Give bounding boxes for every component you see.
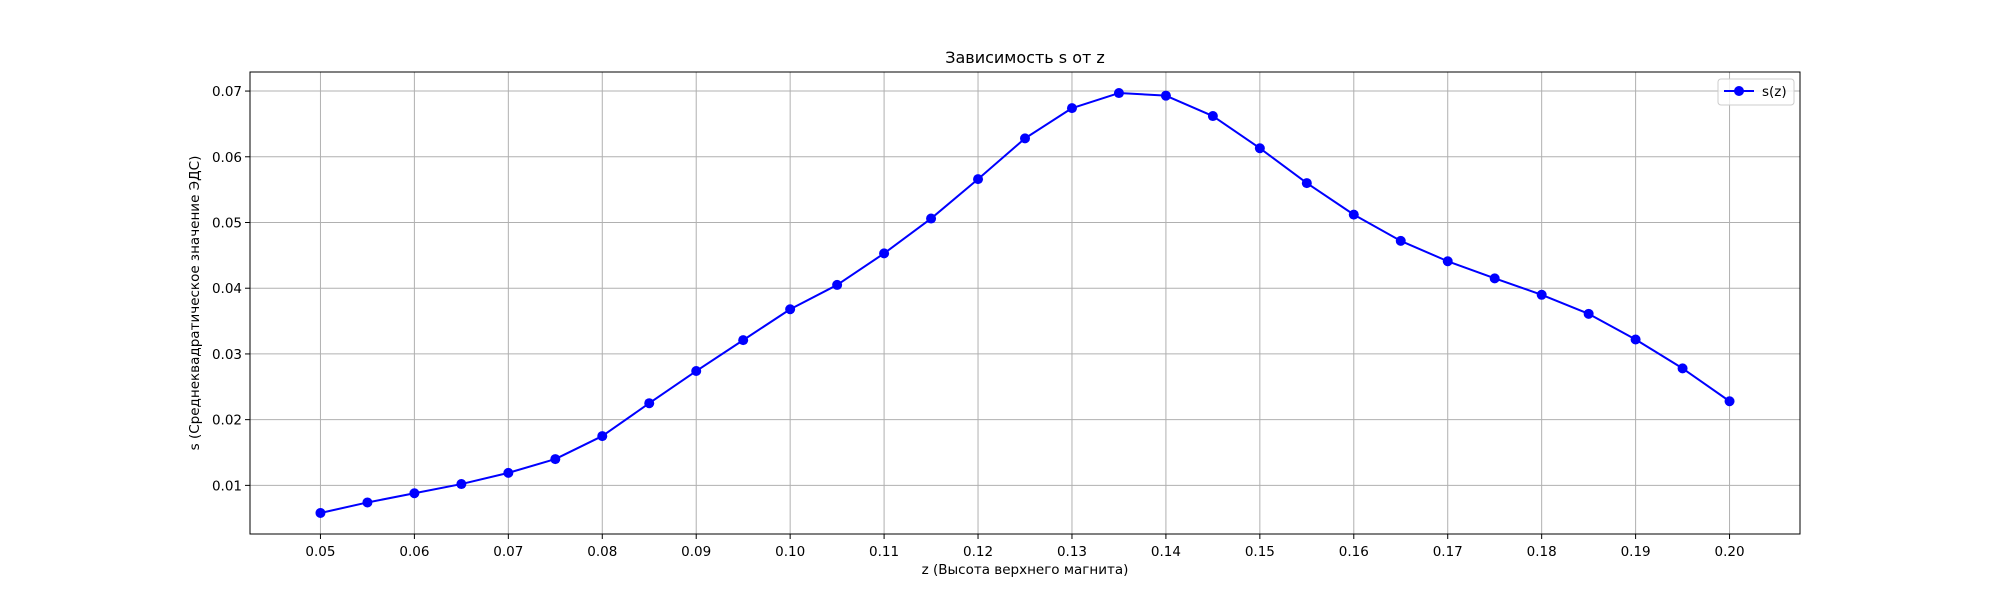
y-tick-label: 0.03 [212, 347, 242, 363]
data-point [644, 398, 655, 409]
data-point [362, 497, 373, 508]
data-point [832, 279, 843, 290]
legend: s(z) [1717, 78, 1795, 106]
x-tick-label: 0.12 [963, 544, 993, 560]
x-tick-label: 0.06 [399, 544, 429, 560]
data-point [1583, 308, 1594, 319]
data-point [1066, 103, 1077, 114]
data-point [1536, 289, 1547, 300]
data-point [1677, 363, 1688, 374]
y-tick-label: 0.04 [212, 281, 242, 297]
data-point [1207, 111, 1218, 122]
data-point [1113, 88, 1124, 99]
chart-title: Зависимость s от z [945, 48, 1105, 67]
data-point [691, 366, 702, 377]
x-axis-label: z (Высота верхнего магнита) [922, 562, 1129, 578]
data-point [1020, 133, 1030, 144]
data-point [1442, 256, 1453, 267]
x-tick-label: 0.16 [1339, 544, 1369, 560]
data-point [550, 454, 561, 465]
data-point [879, 248, 890, 259]
y-axis-label: s (Среднеквадратическое значение ЭДС) [187, 156, 203, 451]
data-point [503, 467, 514, 478]
series-layer [315, 88, 1735, 518]
legend-marker [1734, 86, 1744, 96]
data-point [456, 479, 467, 490]
data-point [1630, 334, 1641, 345]
data-point [785, 304, 796, 315]
x-tick-label: 0.08 [587, 544, 617, 560]
data-point [1489, 273, 1500, 284]
legend-box [1717, 78, 1795, 106]
x-tick-label: 0.09 [681, 544, 711, 560]
series-line [320, 92, 1731, 514]
x-tick-label: 0.19 [1621, 544, 1651, 560]
data-point [1160, 90, 1171, 101]
x-tick-label: 0.14 [1151, 544, 1181, 560]
data-point [926, 213, 937, 224]
y-tick-label: 0.05 [212, 215, 242, 231]
x-tick-label: 0.11 [869, 544, 899, 560]
x-axis: 0.05 0.06 0.07 0.08 0.09 0.10 0.11 0.12 0.13 0.14… [305, 534, 1745, 560]
x-tick-label: 0.15 [1245, 544, 1275, 560]
data-point [1254, 143, 1265, 154]
data-point [973, 174, 984, 185]
x-tick-label: 0.20 [1715, 544, 1745, 560]
x-tick-label: 0.17 [1433, 544, 1463, 560]
data-point [597, 431, 608, 442]
data-point [409, 488, 420, 499]
y-tick-label: 0.07 [212, 84, 242, 100]
y-tick-label: 0.02 [212, 413, 242, 429]
data-point [1724, 396, 1735, 407]
x-tick-label: 0.18 [1527, 544, 1557, 560]
data-point [738, 335, 749, 346]
legend-label: s(z) [1762, 84, 1787, 100]
y-axis: 0.01 0.02 0.03 0.04 0.05 0.06 0.07 [212, 84, 250, 494]
y-tick-label: 0.06 [212, 150, 242, 166]
data-point [1348, 209, 1359, 220]
y-tick-label: 0.01 [212, 478, 242, 494]
x-tick-label: 0.07 [493, 544, 523, 560]
plot-frame [249, 71, 1801, 535]
data-point [1395, 235, 1406, 246]
data-point [1301, 178, 1312, 189]
data-point [315, 507, 326, 518]
x-tick-label: 0.05 [305, 544, 335, 560]
grid [250, 72, 1800, 534]
x-tick-label: 0.13 [1057, 544, 1087, 560]
x-tick-label: 0.10 [775, 544, 805, 560]
